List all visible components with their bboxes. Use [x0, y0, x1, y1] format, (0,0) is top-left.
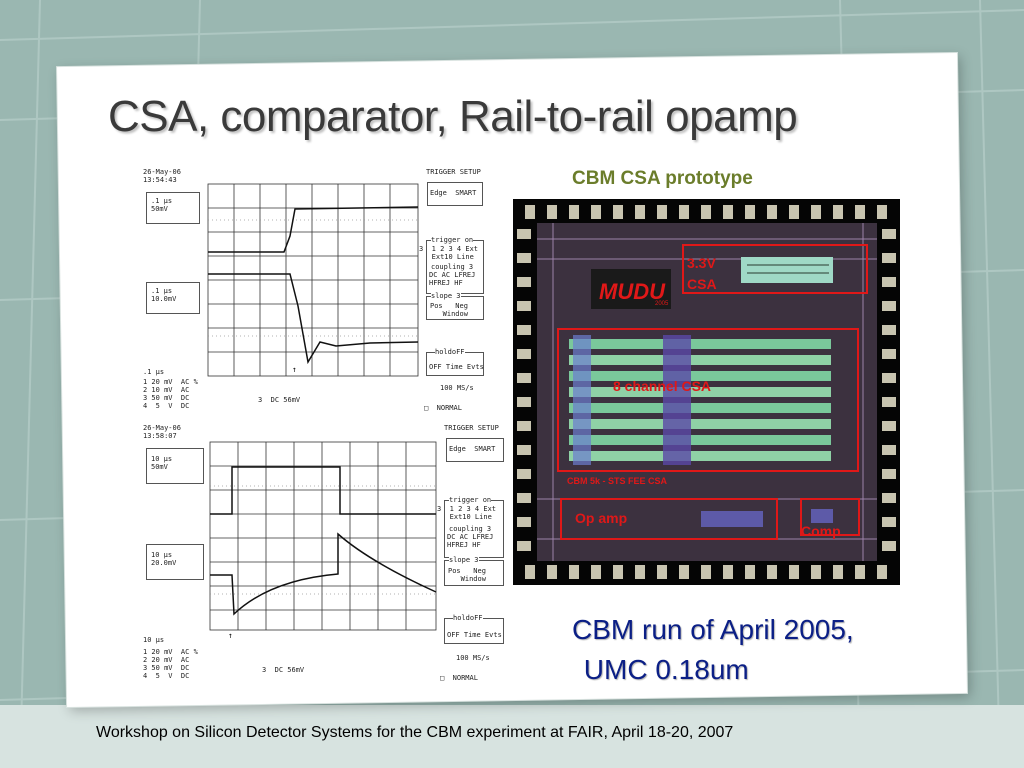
scope2-waveform-grid: ↑ [209, 441, 437, 640]
run-info-line2: UMC 0.18um [576, 654, 749, 685]
scope2-slope-box: slope 3 Pos Neg Window [444, 556, 504, 586]
scope1-rate: 100 MS/s [440, 384, 474, 392]
scope1-trig-status: 3 DC 56mV [258, 396, 301, 404]
chip-label-8ch: 8 channel CSA [613, 378, 711, 394]
chip-logo: MUDU [599, 279, 666, 304]
chip-label-opamp: Op amp [575, 510, 627, 526]
scope1-ch3-box: .1 µs 50mV [146, 192, 200, 224]
scope1-holdoff-box: holdoFF OFF Time Evts [426, 348, 484, 376]
chip-caption: CBM CSA prototype [572, 168, 753, 189]
scope1-edge-box: Edge SMART [427, 182, 483, 206]
scope1-timebase: .1 µs [143, 368, 165, 376]
scope2-rate: 100 MS/s [456, 654, 490, 662]
scope2-channels: 1 20 mV AC % 2 20 mV AC 3 50 mV DC 4 5 V… [143, 648, 198, 680]
chip-label-comp: Comp [801, 523, 841, 539]
svg-text:2005: 2005 [655, 301, 669, 307]
oscilloscope-screen-2: 26-May-06 13:58:07 TRIGGER SETUP 10 µs 5… [140, 422, 508, 684]
chip-label-3v3: 3.3V [687, 255, 716, 271]
scope2-mode: □ NORMAL [440, 674, 478, 682]
scope1-mode: □ NORMAL [424, 404, 462, 412]
scope2-holdoff-box: holdoFF OFF Time Evts [444, 614, 504, 644]
scope2-date: 26-May-06 [143, 424, 181, 432]
scope2-trigger-box: trigger on 3 1 2 3 4 Ext Ext10 Line coup… [437, 496, 504, 558]
scope1-waveform-grid: ↑ [207, 183, 419, 377]
block-outlines [557, 244, 868, 540]
scope1-channels: 1 20 mV AC % 2 10 mV AC 3 50 mV DC 4 5 V… [143, 378, 198, 410]
chip-layout-drawing: MUDU 2005 CBM 5k - STS FEE CSA 3.3V C [513, 199, 900, 585]
bond-pads [517, 205, 896, 579]
scope2-ch3-box: 10 µs 50mV [146, 448, 204, 484]
oscilloscope-screen-1: 26-May-06 13:54:43 TRIGGER SETUP .1 µs 5… [140, 166, 488, 414]
scope1-slope-box: slope 3 Pos Neg Window [426, 292, 484, 320]
svg-text:CBM 5k - STS FEE CSA: CBM 5k - STS FEE CSA [567, 476, 668, 486]
scope2-timebase: 10 µs [143, 636, 165, 644]
scope1-header: TRIGGER SETUP [426, 168, 481, 176]
scope1-time: 13:54:43 [143, 176, 177, 184]
scope2-edge-box: Edge SMART [446, 438, 504, 462]
scope2-time: 13:58:07 [143, 432, 177, 440]
scope2-header: TRIGGER SETUP [444, 424, 499, 432]
slide-title: CSA, comparator, Rail-to-rail opamp [108, 92, 798, 141]
scope1-trigger-box: trigger on 3 1 2 3 4 Ext Ext10 Line coup… [419, 236, 484, 294]
svg-text:↑: ↑ [228, 631, 233, 640]
scope1-ch2-box: .1 µs 10.0mV [146, 282, 200, 314]
run-info-line1: CBM run of April 2005, [572, 614, 854, 645]
scope2-trig-status: 3 DC 56mV [262, 666, 305, 674]
chip-label-csa: CSA [687, 276, 717, 292]
scope1-date: 26-May-06 [143, 168, 181, 176]
scope2-ch2-box: 10 µs 20.0mV [146, 544, 204, 580]
csa-channels [569, 335, 831, 465]
footer-text: Workshop on Silicon Detector Systems for… [96, 724, 734, 741]
chip-layout-image: MUDU 2005 CBM 5k - STS FEE CSA 3.3V C [513, 199, 900, 585]
svg-text:↑: ↑ [292, 365, 297, 374]
